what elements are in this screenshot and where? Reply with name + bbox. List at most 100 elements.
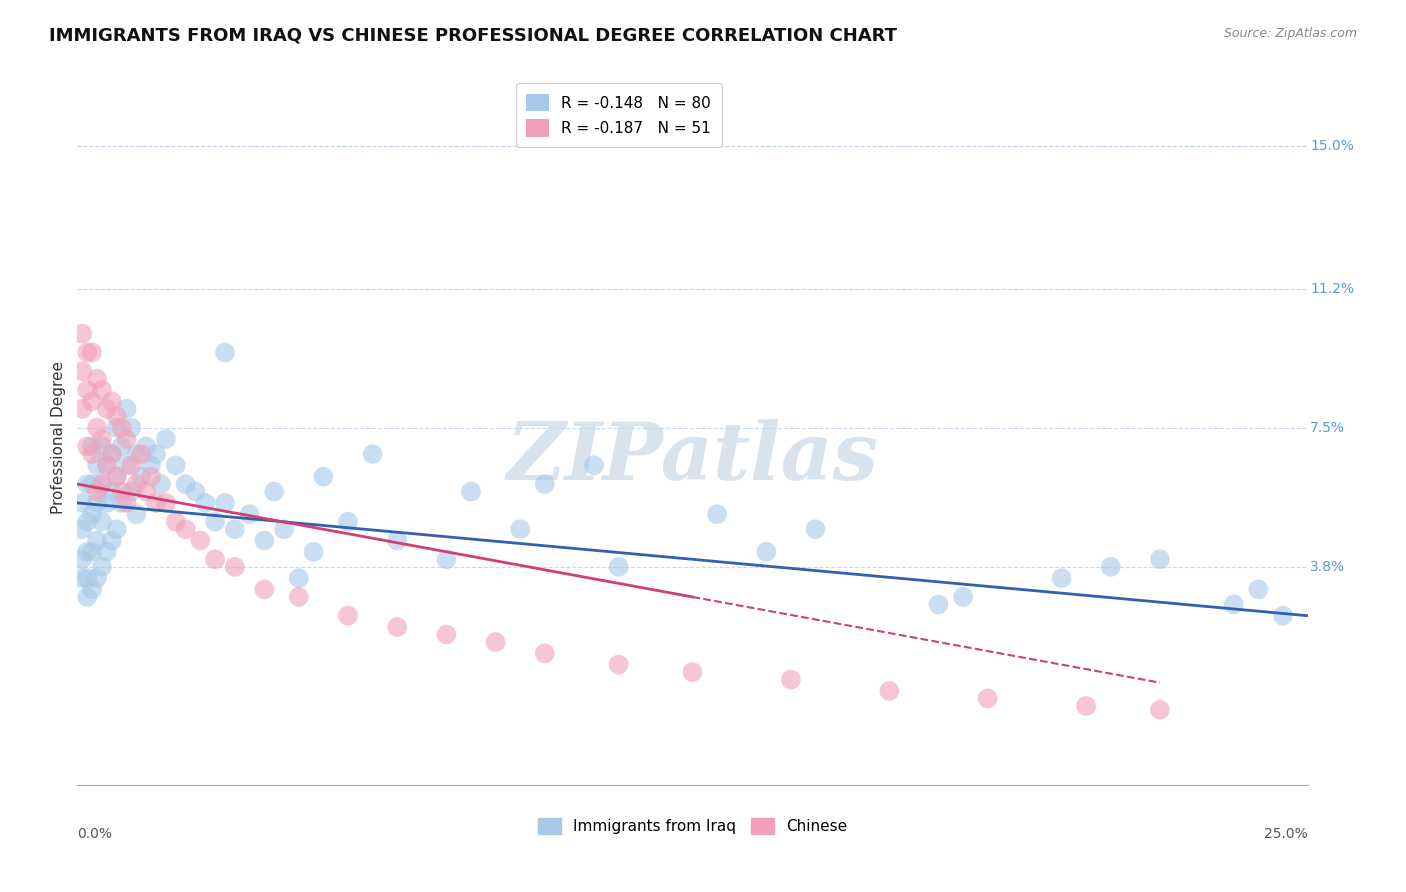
Text: Source: ZipAtlas.com: Source: ZipAtlas.com <box>1223 27 1357 40</box>
Point <box>86 533 108 548</box>
Point <box>101 447 124 461</box>
Point <box>115 496 138 510</box>
Point <box>90 515 114 529</box>
Point <box>485 635 508 649</box>
Point <box>90 432 114 446</box>
Point <box>82 507 104 521</box>
Point <box>780 673 803 687</box>
Text: ZIPatlas: ZIPatlas <box>506 419 879 497</box>
Point <box>70 364 93 378</box>
Point <box>509 522 531 536</box>
Text: 7.5%: 7.5% <box>1310 421 1346 434</box>
Point <box>82 345 104 359</box>
Point <box>288 571 311 585</box>
Point <box>174 522 197 536</box>
Point <box>302 545 325 559</box>
Point <box>101 533 124 548</box>
Point <box>145 496 167 510</box>
Point <box>607 657 630 672</box>
Point <box>90 383 114 397</box>
Point <box>145 447 167 461</box>
Point <box>224 522 246 536</box>
Point <box>111 496 132 510</box>
Point <box>1247 582 1270 597</box>
Point <box>337 515 360 529</box>
Point <box>86 372 108 386</box>
Point <box>105 469 128 483</box>
Text: 3.8%: 3.8% <box>1310 560 1346 574</box>
Point <box>135 440 157 454</box>
Point <box>121 420 143 434</box>
Point <box>460 484 482 499</box>
Point <box>607 559 630 574</box>
Point <box>86 420 108 434</box>
Point <box>70 326 93 341</box>
Point <box>253 533 276 548</box>
Point <box>682 665 704 680</box>
Point <box>706 507 728 521</box>
Text: 25.0%: 25.0% <box>1264 827 1308 840</box>
Point <box>928 598 950 612</box>
Point <box>263 484 285 499</box>
Point <box>224 559 246 574</box>
Point <box>1272 608 1295 623</box>
Point <box>135 484 157 499</box>
Point <box>1149 703 1171 717</box>
Point <box>204 552 226 566</box>
Point <box>977 691 1000 706</box>
Point <box>105 469 128 483</box>
Point <box>82 447 104 461</box>
Point <box>76 345 98 359</box>
Point <box>436 552 458 566</box>
Point <box>86 484 108 499</box>
Text: 11.2%: 11.2% <box>1310 282 1354 295</box>
Point <box>214 496 236 510</box>
Point <box>90 559 114 574</box>
Point <box>165 458 187 473</box>
Point <box>121 484 143 499</box>
Point <box>174 477 197 491</box>
Point <box>70 571 93 585</box>
Point <box>111 440 132 454</box>
Point <box>96 458 118 473</box>
Point <box>76 515 98 529</box>
Point <box>76 545 98 559</box>
Point <box>121 458 143 473</box>
Point <box>155 496 177 510</box>
Point <box>86 458 108 473</box>
Point <box>804 522 827 536</box>
Point <box>86 496 108 510</box>
Point <box>165 515 187 529</box>
Point <box>70 496 93 510</box>
Point <box>150 477 173 491</box>
Point <box>90 440 114 454</box>
Point <box>90 477 114 491</box>
Point <box>76 383 98 397</box>
Point <box>141 458 163 473</box>
Point <box>184 484 207 499</box>
Point <box>188 533 212 548</box>
Y-axis label: Professional Degree: Professional Degree <box>51 360 66 514</box>
Point <box>1099 559 1122 574</box>
Point <box>194 496 217 510</box>
Point <box>76 571 98 585</box>
Point <box>70 552 93 566</box>
Point <box>86 571 108 585</box>
Point <box>96 458 118 473</box>
Point <box>82 582 104 597</box>
Text: 0.0%: 0.0% <box>77 827 112 840</box>
Point <box>879 684 901 698</box>
Point <box>101 447 124 461</box>
Point <box>125 507 148 521</box>
Point <box>82 545 104 559</box>
Point <box>534 646 557 660</box>
Point <box>337 608 360 623</box>
Point <box>361 447 384 461</box>
Point <box>385 533 409 548</box>
Point <box>96 545 118 559</box>
Text: 15.0%: 15.0% <box>1310 138 1354 153</box>
Point <box>312 469 335 483</box>
Point <box>129 469 153 483</box>
Point <box>583 458 606 473</box>
Point <box>1050 571 1073 585</box>
